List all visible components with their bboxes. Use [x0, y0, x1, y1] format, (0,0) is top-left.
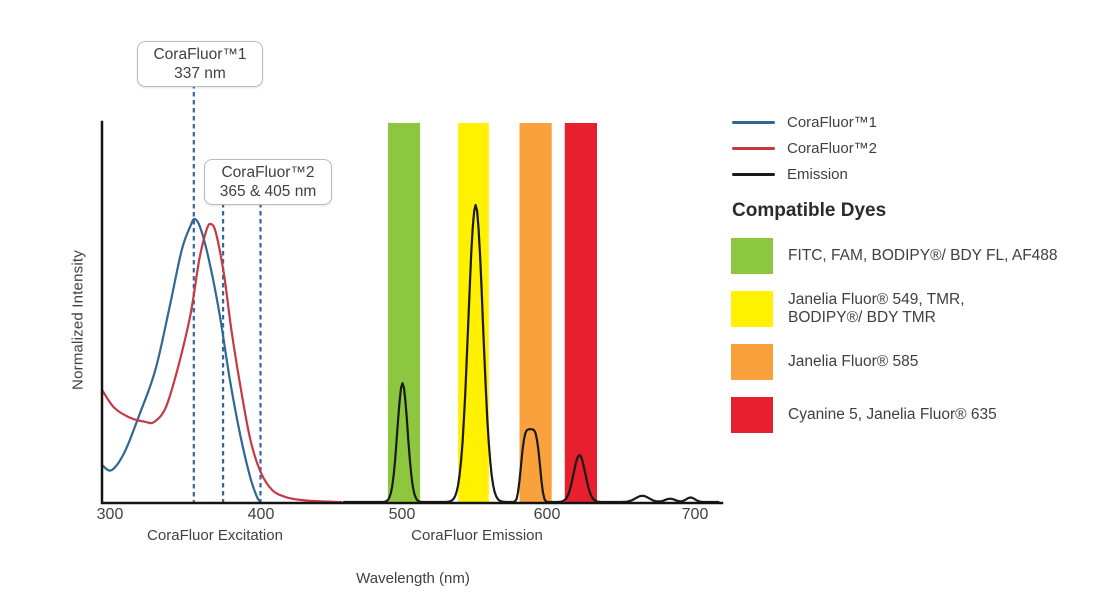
legend-line-swatch-black — [732, 172, 775, 176]
x-tick-400: 400 — [247, 506, 275, 523]
legend-line-swatch-blue — [732, 120, 775, 124]
dye-item-label: FITC, FAM, BODIPY®/ BDY FL, AF488 — [788, 247, 1058, 264]
x-section-label-excitation: CoraFluor Excitation — [147, 527, 283, 544]
annotation-corafluor1-title: CoraFluor™1 — [153, 46, 247, 63]
legend-item-emission: Emission — [732, 161, 877, 187]
legend-item-label: Emission — [787, 165, 848, 183]
dye-color-swatch-orange — [731, 344, 773, 380]
annotation-corafluor1-box: CoraFluor™1 337 nm — [137, 41, 263, 87]
dye-color-swatch-yellow — [731, 291, 773, 327]
legend-line-swatch-red — [732, 146, 775, 150]
annotation-corafluor2-wavelength: 365 & 405 nm — [219, 183, 317, 200]
legend-item-label: CoraFluor™2 — [787, 139, 878, 157]
x-axis-label: Wavelength (nm) — [356, 570, 470, 587]
x-tick-300: 300 — [96, 506, 124, 523]
y-axis-label: Normalized Intensity — [69, 250, 87, 390]
dye-color-swatch-green — [731, 238, 773, 274]
dye-item-label: Cyanine 5, Janelia Fluor® 635 — [788, 406, 997, 423]
legend-item-corafluor2: CoraFluor™2 — [732, 135, 877, 161]
dye-item-green: FITC, FAM, BODIPY®/ BDY FL, AF488 — [731, 238, 1058, 274]
compatible-dyes-list: FITC, FAM, BODIPY®/ BDY FL, AF488 Janeli… — [731, 238, 1058, 433]
annotation-corafluor2-title: CoraFluor™2 — [221, 164, 315, 181]
annotation-corafluor2-box: CoraFluor™2 365 & 405 nm — [204, 159, 332, 205]
dye-color-swatch-red — [731, 397, 773, 433]
x-section-label-emission: CoraFluor Emission — [411, 527, 543, 544]
dye-item-label: Janelia Fluor® 585 — [788, 353, 919, 370]
dye-item-red: Cyanine 5, Janelia Fluor® 635 — [731, 397, 1058, 433]
annotation-corafluor1-wavelength: 337 nm — [174, 65, 226, 82]
compatible-dyes-heading: Compatible Dyes — [732, 200, 887, 221]
dye-item-orange: Janelia Fluor® 585 — [731, 344, 1058, 380]
legend-item-corafluor1: CoraFluor™1 — [732, 109, 877, 135]
legend: CoraFluor™1 CoraFluor™2 Emission — [732, 109, 877, 187]
x-tick-600: 600 — [533, 506, 561, 523]
x-tick-500: 500 — [388, 506, 416, 523]
x-tick-700: 700 — [681, 506, 709, 523]
dye-item-yellow: Janelia Fluor® 549, TMR, BODIPY®/ BDY TM… — [731, 291, 1058, 327]
dye-item-label: Janelia Fluor® 549, TMR, BODIPY®/ BDY TM… — [788, 291, 965, 326]
legend-item-label: CoraFluor™1 — [787, 113, 878, 131]
